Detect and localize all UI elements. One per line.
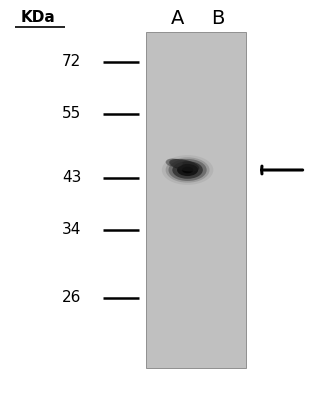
Text: 43: 43 <box>62 170 81 186</box>
Text: 55: 55 <box>62 106 81 122</box>
Text: 26: 26 <box>62 290 81 306</box>
Text: 34: 34 <box>62 222 81 238</box>
Text: KDa: KDa <box>21 10 55 26</box>
Ellipse shape <box>182 167 193 173</box>
Text: A: A <box>171 8 184 28</box>
FancyBboxPatch shape <box>146 32 246 368</box>
Ellipse shape <box>177 164 198 176</box>
Text: 72: 72 <box>62 54 81 70</box>
Ellipse shape <box>166 157 209 183</box>
Ellipse shape <box>162 155 213 185</box>
Ellipse shape <box>169 159 199 172</box>
Ellipse shape <box>166 158 183 167</box>
Text: B: B <box>211 8 224 28</box>
Ellipse shape <box>168 159 207 181</box>
Ellipse shape <box>172 161 203 179</box>
